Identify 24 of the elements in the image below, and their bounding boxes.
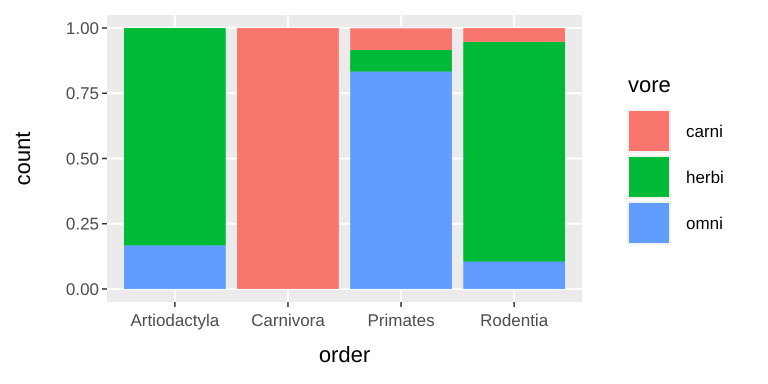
legend-label: herbi: [686, 168, 724, 187]
x-axis-title: order: [318, 342, 370, 367]
y-axis-title: count: [10, 132, 35, 186]
bar: [124, 28, 226, 246]
bar: [463, 262, 566, 289]
legend-title: vore: [628, 72, 671, 97]
x-tick-label: Carnivora: [251, 311, 326, 330]
y-tick-label: 1.00: [66, 18, 99, 38]
x-tick-label: Primates: [368, 311, 435, 330]
y-tick-label: 0.50: [66, 149, 99, 168]
x-tick-label: Artiodactyla: [130, 311, 220, 330]
bar: [350, 72, 452, 289]
bar: [350, 50, 452, 72]
bar: [463, 42, 566, 262]
bar: [237, 28, 339, 289]
y-tick-label: 0.75: [66, 84, 99, 104]
x-tick-label: Rodentia: [480, 311, 549, 330]
y-tick-label: 0.25: [66, 214, 99, 234]
legend-label: omni: [686, 214, 723, 233]
bar: [463, 28, 566, 42]
bar: [124, 245, 226, 289]
y-tick-label: 0.00: [66, 280, 99, 299]
bar: [350, 28, 452, 50]
legend-label: carni: [686, 122, 723, 141]
